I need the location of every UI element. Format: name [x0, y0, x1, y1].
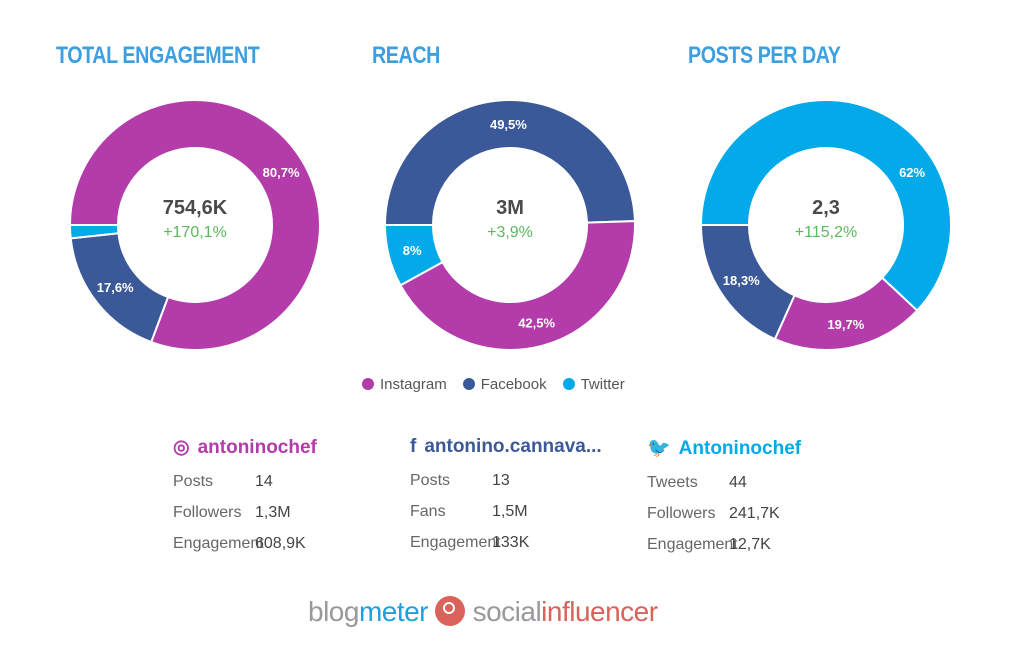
- stat-value: 1,5M: [492, 503, 528, 520]
- profile-handle[interactable]: antoninochef: [197, 437, 317, 458]
- donut-chart: 62% 19,7% 18,3%: [699, 99, 952, 351]
- chart-center: 3M +3,9%: [430, 197, 590, 242]
- slice-instagram: [399, 220, 636, 351]
- slice-label: 49,5%: [490, 117, 527, 132]
- logo-text: social: [472, 596, 542, 627]
- stat-value: 133K: [492, 534, 530, 551]
- stat-value: 14: [255, 473, 273, 490]
- legend-twitter: Twitter: [562, 376, 625, 393]
- stat-label: Engagement: [173, 535, 264, 552]
- facebook-icon: f: [410, 436, 417, 457]
- stat-row: Followers 241,7K: [647, 505, 801, 536]
- logo-text: influencer: [541, 596, 658, 627]
- stat-row: Engagement 133K: [410, 534, 602, 565]
- center-value: 2,3: [812, 197, 840, 219]
- stat-label: Fans: [410, 503, 446, 520]
- logo-text: blog: [308, 596, 359, 627]
- slice-label: 18,3%: [723, 273, 760, 288]
- stat-value: 12,7K: [729, 536, 771, 553]
- center-value: 754,6K: [162, 197, 228, 219]
- instagram-icon: ◎: [173, 437, 190, 458]
- center-value: 3M: [496, 197, 524, 219]
- stat-label: Posts: [410, 472, 451, 489]
- stat-row: Posts 13: [410, 472, 602, 503]
- slice-facebook: [383, 99, 636, 226]
- stat-row: Fans 1,5M: [410, 503, 602, 534]
- slice-label: 8%: [403, 243, 422, 258]
- center-delta: +115,2%: [794, 224, 858, 241]
- legend: Instagram Facebook Twitter: [362, 376, 625, 393]
- legend-label: Facebook: [480, 376, 547, 393]
- donut-chart: 49,5% 42,5% 8%: [383, 99, 636, 351]
- chart-title: TOTAL ENGAGEMENT: [56, 42, 260, 69]
- blogmeter-social-influencer-logo: blogmeter socialinfluencer: [308, 596, 658, 628]
- stat-label: Tweets: [647, 474, 698, 491]
- stat-row: Engagement 608,9K: [173, 535, 317, 566]
- influencer-icon: [435, 596, 466, 626]
- chart-title: REACH: [372, 42, 440, 69]
- profile-handle[interactable]: Antoninochef: [678, 438, 802, 459]
- stat-value: 241,7K: [729, 505, 780, 522]
- profile-instagram: ◎ antoninochef Posts 14 Followers 1,3M Engagem…: [173, 436, 317, 566]
- stat-value: 13: [492, 472, 510, 489]
- legend-facebook: Facebook: [462, 376, 547, 393]
- slice-label: 19,7%: [827, 317, 864, 332]
- stat-row: Followers 1,3M: [173, 504, 317, 535]
- chart-title: POSTS PER DAY: [688, 42, 841, 69]
- slice-facebook: [699, 224, 796, 341]
- stat-row: Posts 14: [173, 473, 317, 504]
- stat-value: 608,9K: [255, 535, 306, 552]
- slice-twitter: [383, 224, 444, 287]
- stat-label: Posts: [173, 473, 214, 490]
- stat-label: Followers: [647, 505, 716, 522]
- stat-label: Engagement: [647, 536, 738, 553]
- legend-label: Twitter: [580, 376, 625, 393]
- chart-center: 2,3 +115,2%: [746, 197, 906, 242]
- twitter-icon: 🐦: [647, 438, 671, 459]
- legend-label: Instagram: [380, 376, 447, 393]
- slice-label: 42,5%: [518, 315, 555, 330]
- profile-handle[interactable]: antonino.cannava...: [424, 436, 602, 457]
- chart-center: 754,6K +170,1%: [115, 197, 275, 242]
- profile-twitter: 🐦 Antoninochef Tweets 44 Followers 241,7K Enga…: [647, 436, 801, 567]
- stat-label: Engagement: [410, 534, 501, 551]
- slice-label: 17,6%: [97, 280, 134, 295]
- slice-label: 80,7%: [263, 165, 300, 180]
- stat-row: Engagement 12,7K: [647, 536, 801, 567]
- center-delta: +3,9%: [487, 224, 533, 241]
- donut-chart: 80,7% 17,6%: [68, 99, 321, 351]
- slice-label: 62%: [899, 165, 925, 180]
- stat-value: 44: [729, 474, 747, 491]
- slice-twitter: [699, 99, 952, 312]
- profile-facebook: f antonino.cannava... Posts 13 Fans 1,5M Engag…: [410, 436, 602, 565]
- logo-text: meter: [358, 596, 429, 627]
- center-delta: +170,1%: [163, 224, 227, 241]
- legend-instagram: Instagram: [362, 376, 447, 393]
- stat-label: Followers: [173, 504, 242, 521]
- slice-instagram: [68, 99, 321, 351]
- stat-value: 1,3M: [255, 504, 291, 521]
- stat-row: Tweets 44: [647, 474, 801, 505]
- slice-twitter: [68, 224, 120, 240]
